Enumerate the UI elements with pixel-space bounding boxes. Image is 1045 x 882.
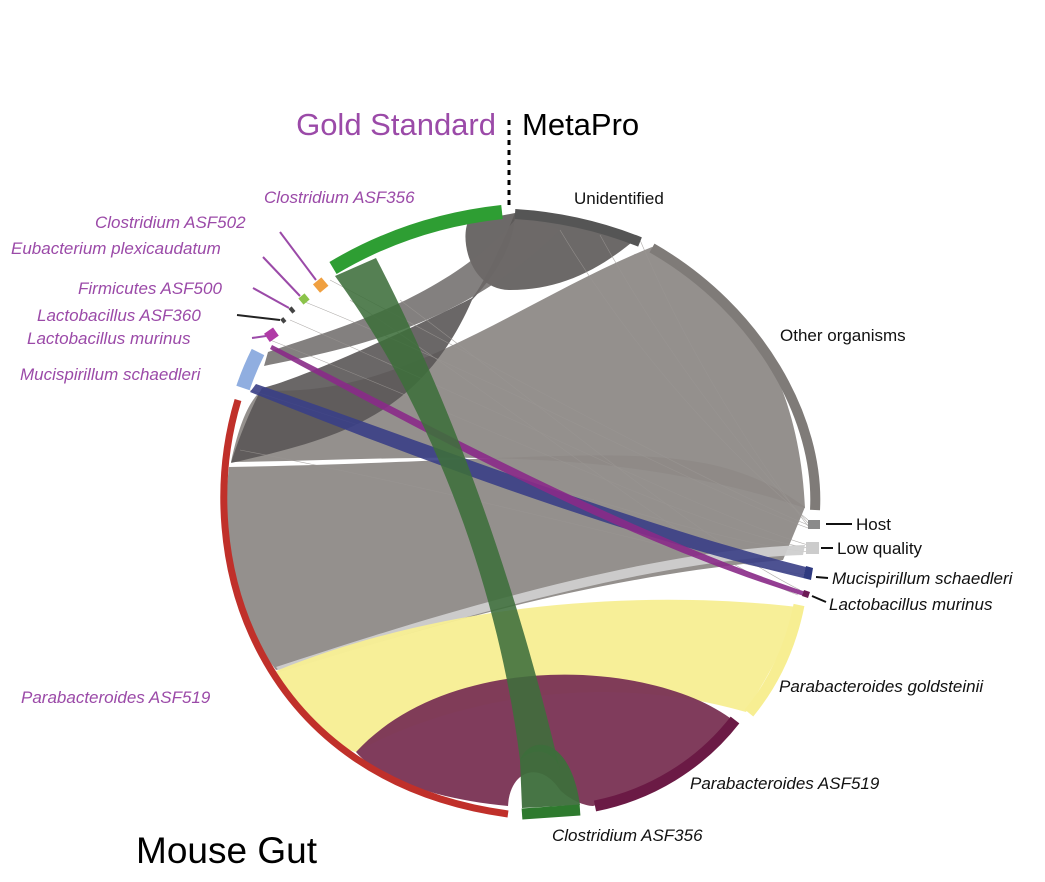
header-gold-standard: Gold Standard [296, 107, 496, 142]
arc-firmicutes-gs [288, 306, 296, 314]
arc-lactobacillus-asf360-gs [280, 317, 287, 324]
chord-clostridium-end [520, 744, 580, 808]
chord-other-to-parabacteroides [225, 455, 805, 670]
arc-clostridium-mp [521, 804, 581, 820]
chord-unidentified-to-lacto [264, 214, 560, 366]
arc-lactobacillus-murinus-gs [264, 327, 279, 342]
arc-unidentified-mp [514, 209, 642, 247]
arc-lactobacillus-mp [802, 590, 810, 598]
label-mp-host: Host [856, 515, 891, 534]
outer-arcs [220, 205, 821, 820]
metapro-leader-lines [811, 523, 852, 603]
label-gs-firmicutes: Firmicutes ASF500 [78, 279, 222, 298]
arc-host-mp [808, 520, 820, 529]
metapro-labels: Unidentified Other organisms Host Low qu… [552, 189, 1014, 845]
arc-mucispirillum-mp [803, 566, 813, 580]
arc-parabacteroides-gs [220, 398, 509, 818]
arc-clostridium-asf356-gs [329, 205, 503, 275]
gold-standard-leader-lines [236, 231, 317, 339]
label-mp-low-quality: Low quality [837, 539, 923, 558]
figure-title: Mouse Gut [136, 830, 318, 871]
arc-lowquality-mp [806, 542, 819, 554]
label-gs-eubacterium: Eubacterium plexicaudatum [11, 239, 221, 258]
label-gs-lactobacillus-murinus: Lactobacillus murinus [27, 329, 191, 348]
label-mp-mucispirillum: Mucispirillum schaedleri [832, 569, 1014, 588]
chord-other-upper [231, 247, 805, 508]
label-mp-lactobacillus: Lactobacillus murinus [829, 595, 993, 614]
label-mp-other: Other organisms [780, 326, 906, 345]
label-gs-clostridium-asf502: Clostridium ASF502 [95, 213, 246, 232]
arc-clostridium-asf502-gs [312, 277, 329, 293]
chord-ribbons [225, 213, 809, 808]
label-mp-parabacteroides: Parabacteroides ASF519 [690, 774, 880, 793]
label-mp-unidentified: Unidentified [574, 189, 664, 208]
header-metapro: MetaPro [522, 107, 639, 142]
label-gs-lactobacillus-asf360: Lactobacillus ASF360 [37, 306, 201, 325]
label-mp-clostridium: Clostridium ASF356 [552, 826, 703, 845]
label-gs-parabacteroides: Parabacteroides ASF519 [21, 688, 211, 707]
gold-standard-labels: Clostridium ASF356 Clostridium ASF502 Eu… [11, 188, 415, 707]
label-mp-goldsteinii: Parabacteroides goldsteinii [779, 677, 984, 696]
chord-clostridium [335, 258, 560, 770]
label-gs-clostridium-asf356: Clostridium ASF356 [264, 188, 415, 207]
arc-parabacteroides-mp [593, 716, 740, 812]
arc-mucispirillum-gs [236, 348, 265, 391]
label-gs-mucispirillum: Mucispirillum schaedleri [20, 365, 202, 384]
arc-eubacterium-gs [298, 293, 310, 305]
arc-goldsteinii-mp [744, 603, 805, 717]
arc-other-mp [649, 243, 821, 511]
